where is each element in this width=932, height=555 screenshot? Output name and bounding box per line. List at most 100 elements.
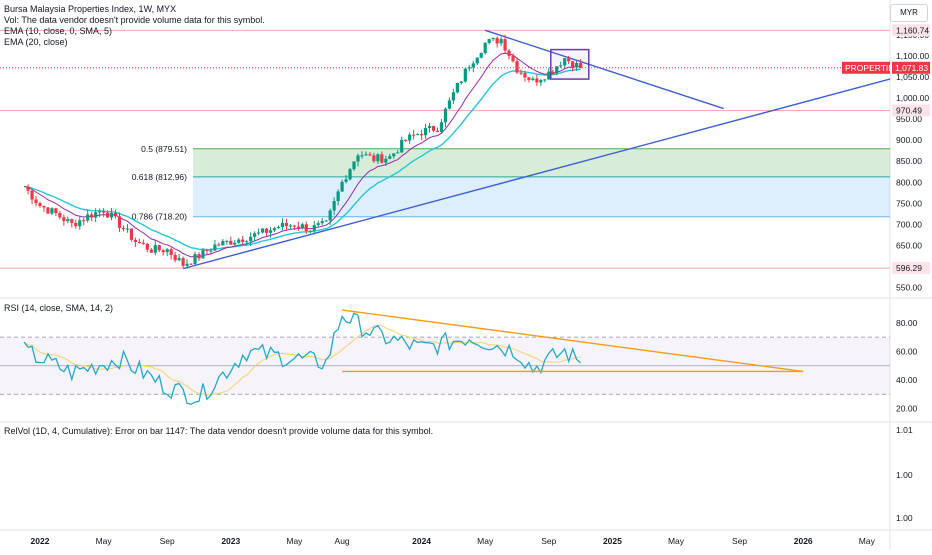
ema-slow-line[interactable] bbox=[24, 68, 581, 251]
candle-up[interactable] bbox=[543, 79, 547, 81]
candle-up[interactable] bbox=[479, 52, 483, 58]
candle-down[interactable] bbox=[368, 154, 372, 156]
candle-up[interactable] bbox=[213, 244, 217, 251]
candle-up[interactable] bbox=[153, 245, 157, 253]
candle-up[interactable] bbox=[467, 67, 471, 69]
currency-button[interactable]: MYR bbox=[890, 4, 928, 22]
candle-up[interactable] bbox=[531, 78, 535, 80]
ema-slow-legend[interactable]: EMA (20, close) bbox=[4, 37, 68, 47]
candle-up[interactable] bbox=[125, 228, 130, 230]
candle-up[interactable] bbox=[177, 258, 181, 261]
candle-up[interactable] bbox=[249, 236, 253, 242]
candle-down[interactable] bbox=[74, 222, 78, 227]
candle-up[interactable] bbox=[340, 181, 344, 192]
candle-down[interactable] bbox=[412, 134, 416, 136]
relvol-legend[interactable]: RelVol (1D, 4, Cumulative): Error on bar… bbox=[4, 426, 434, 436]
candle-up[interactable] bbox=[451, 92, 455, 101]
candle-up[interactable] bbox=[459, 81, 463, 84]
candle-up[interactable] bbox=[547, 71, 551, 80]
candle-up[interactable] bbox=[439, 122, 444, 132]
candle-down[interactable] bbox=[205, 249, 209, 251]
candle-down[interactable] bbox=[30, 190, 34, 200]
last-price-tag[interactable] bbox=[892, 61, 930, 74]
candle-down[interactable] bbox=[169, 249, 173, 255]
candle-down[interactable] bbox=[38, 203, 42, 206]
candle-up[interactable] bbox=[475, 57, 479, 64]
candle-down[interactable] bbox=[129, 228, 134, 240]
candle-up[interactable] bbox=[400, 139, 404, 153]
candle-up[interactable] bbox=[94, 212, 98, 218]
candle-down[interactable] bbox=[511, 55, 515, 62]
candle-down[interactable] bbox=[527, 77, 531, 80]
ascending-trendline[interactable] bbox=[182, 78, 891, 270]
candle-up[interactable] bbox=[280, 222, 285, 228]
candle-up[interactable] bbox=[483, 42, 487, 53]
candle-down[interactable] bbox=[579, 62, 583, 68]
candle-up[interactable] bbox=[352, 161, 356, 170]
candle-down[interactable] bbox=[82, 220, 86, 222]
candle-down[interactable] bbox=[435, 130, 440, 132]
candle-down[interactable] bbox=[431, 125, 436, 131]
candle-down[interactable] bbox=[105, 212, 110, 218]
candle-up[interactable] bbox=[539, 80, 543, 83]
rsi-legend[interactable]: RSI (14, close, SMA, 14, 2) bbox=[4, 303, 114, 313]
candle-up[interactable] bbox=[98, 211, 102, 213]
candle-up[interactable] bbox=[308, 230, 312, 232]
candle-down[interactable] bbox=[404, 139, 408, 141]
candle-up[interactable] bbox=[225, 240, 229, 242]
symbol-tag[interactable] bbox=[842, 61, 890, 74]
candle-down[interactable] bbox=[113, 212, 118, 217]
candle-up[interactable] bbox=[66, 219, 70, 222]
candle-up[interactable] bbox=[201, 249, 205, 259]
candle-up[interactable] bbox=[575, 62, 579, 68]
candle-up[interactable] bbox=[78, 220, 82, 227]
candle-up[interactable] bbox=[392, 153, 396, 157]
rsi-line[interactable] bbox=[23, 312, 582, 405]
candle-up[interactable] bbox=[427, 125, 432, 128]
candle-down[interactable] bbox=[420, 134, 424, 136]
ema-fast-legend[interactable]: EMA (10, close, 0, SMA, 5) bbox=[4, 26, 113, 36]
candle-down[interactable] bbox=[519, 72, 523, 74]
candle-up[interactable] bbox=[388, 156, 392, 159]
candle-down[interactable] bbox=[495, 37, 499, 44]
candle-down[interactable] bbox=[161, 250, 165, 253]
candle-down[interactable] bbox=[515, 61, 519, 73]
candle-down[interactable] bbox=[189, 263, 193, 265]
candle-down[interactable] bbox=[34, 199, 38, 204]
candle-down[interactable] bbox=[304, 224, 308, 231]
candle-up[interactable] bbox=[272, 228, 277, 231]
candle-up[interactable] bbox=[50, 208, 54, 214]
candle-down[interactable] bbox=[149, 249, 153, 253]
candle-down[interactable] bbox=[62, 217, 66, 222]
candle-down[interactable] bbox=[70, 219, 74, 223]
candle-up[interactable] bbox=[499, 39, 503, 44]
price-level-tag[interactable] bbox=[892, 24, 930, 37]
candle-down[interactable] bbox=[292, 225, 296, 227]
candle-up[interactable] bbox=[471, 63, 475, 68]
candle-up[interactable] bbox=[360, 155, 364, 157]
candle-down[interactable] bbox=[133, 239, 137, 242]
candle-up[interactable] bbox=[320, 221, 324, 224]
candle-down[interactable] bbox=[117, 216, 122, 228]
candle-up[interactable] bbox=[109, 212, 114, 218]
candle-up[interactable] bbox=[237, 239, 241, 243]
candle-up[interactable] bbox=[245, 241, 249, 243]
candle-up[interactable] bbox=[185, 263, 189, 266]
candles-group[interactable] bbox=[26, 34, 583, 269]
candle-up[interactable] bbox=[364, 154, 368, 156]
candle-up[interactable] bbox=[396, 152, 400, 154]
rsi-ma-line[interactable] bbox=[23, 324, 581, 396]
candle-up[interactable] bbox=[487, 39, 491, 43]
candle-up[interactable] bbox=[348, 169, 352, 180]
rsi-descending-trendline[interactable] bbox=[342, 309, 804, 373]
candle-down[interactable] bbox=[58, 213, 62, 218]
candle-down[interactable] bbox=[121, 227, 126, 230]
candle-up[interactable] bbox=[300, 224, 304, 228]
candle-down[interactable] bbox=[264, 228, 269, 233]
candle-down[interactable] bbox=[567, 58, 571, 62]
candle-down[interactable] bbox=[173, 254, 177, 261]
candle-down[interactable] bbox=[571, 61, 575, 68]
candle-down[interactable] bbox=[372, 155, 376, 162]
